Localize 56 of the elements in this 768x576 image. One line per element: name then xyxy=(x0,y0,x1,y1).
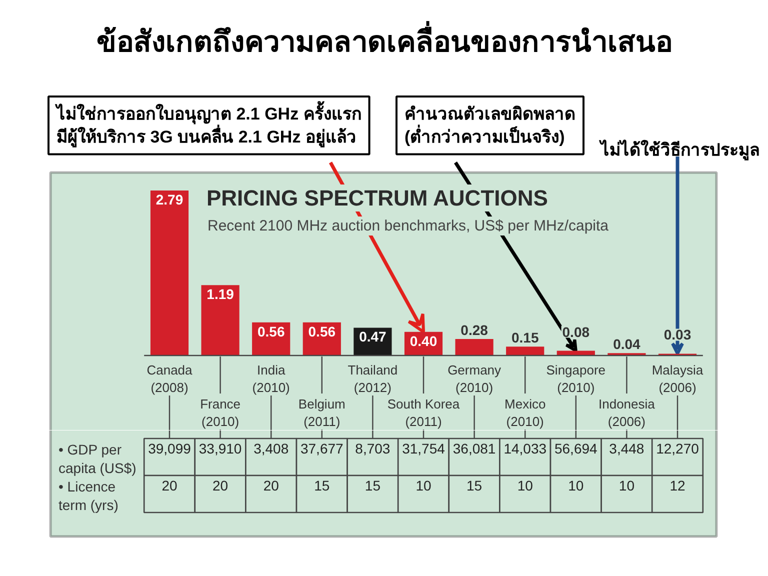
data-label: 33,910 xyxy=(198,440,242,456)
x-tick-label: Mexico (2010) xyxy=(504,396,546,429)
annotation: ไม่ได้ใช้วิธีการประมูล xyxy=(598,140,760,162)
data-label: 0.40 xyxy=(410,332,438,349)
data-label: 20 xyxy=(212,478,228,494)
y-tick-label: • Licence term (yrs) xyxy=(58,478,118,513)
chart-title: PRICING SPECTRUM AUCTIONS xyxy=(206,186,548,210)
bar xyxy=(455,338,494,356)
data-label: 37,677 xyxy=(300,440,344,456)
x-tick-label: Canada (2008) xyxy=(146,362,194,395)
data-label: 56,694 xyxy=(554,440,598,456)
x-tick-label: Belgium (2011) xyxy=(298,396,346,429)
x-tick-label: India (2010) xyxy=(252,362,290,395)
bar xyxy=(150,190,189,356)
data-label: 2.79 xyxy=(156,192,184,208)
data-label: 31,754 xyxy=(402,440,446,456)
data-label: 0.47 xyxy=(359,328,387,345)
data-label: 0.28 xyxy=(460,322,488,338)
data-label: 3,448 xyxy=(609,440,644,456)
x-tick-label: Germany (2010) xyxy=(448,362,502,395)
data-label: 15 xyxy=(466,478,482,494)
x-tick-label: Singapore (2010) xyxy=(546,362,606,395)
x-tick-label: South Korea (2011) xyxy=(387,396,460,429)
data-label: 10 xyxy=(568,478,584,494)
data-label: 20 xyxy=(162,478,178,494)
y-tick-label: • GDP per capita (US$) xyxy=(58,442,136,476)
data-label: 36,081 xyxy=(452,440,496,456)
bar xyxy=(201,285,240,356)
x-tick-label: Indonesia (2006) xyxy=(598,396,656,429)
data-label: 0.56 xyxy=(308,323,336,340)
data-label: 39,099 xyxy=(148,440,192,456)
data-label: 0.15 xyxy=(511,330,539,346)
data-label: 1.19 xyxy=(206,286,234,302)
data-label: 10 xyxy=(517,478,534,494)
annotation: คำนวณตัวเลขผิดพลาด (ต่ำกว่าความเป็นจริง) xyxy=(404,104,576,146)
data-label: 15 xyxy=(314,478,330,494)
text: Recent 2100 MHz auction benchmarks, US$ per MHz/capita xyxy=(208,218,610,234)
data-label: 10 xyxy=(416,478,432,494)
x-tick-label: Malaysia (2006) xyxy=(652,362,704,395)
data-label: 12,270 xyxy=(656,440,700,456)
data-label: 15 xyxy=(364,478,381,494)
data-label: 3,408 xyxy=(254,440,289,456)
x-tick-label: France (2010) xyxy=(200,396,241,429)
x-tick-label: Thailand (2012) xyxy=(348,362,398,395)
data-label: 0.03 xyxy=(664,326,692,343)
data-label: 0.04 xyxy=(613,336,641,352)
bar xyxy=(506,346,544,356)
annotation: ไม่ใช่การออกใบอนุญาต 2.1 GHz ครั้งแรก มีผู้ให้บริการ 3G บนคลื่น 2.1 GHz อยู่แล้ว xyxy=(54,100,362,148)
data-label: 0.56 xyxy=(257,323,285,340)
data-label: 0.08 xyxy=(562,324,590,340)
data-label: 12 xyxy=(670,478,686,494)
data-label: 14,033 xyxy=(504,440,547,456)
text: ข้อสังเกตถึงความคลาดเคลื่อนของการนำเสนอ xyxy=(96,20,672,58)
data-label: 10 xyxy=(618,478,635,494)
data-label: 8,703 xyxy=(355,440,390,456)
data-label: 20 xyxy=(263,478,280,494)
